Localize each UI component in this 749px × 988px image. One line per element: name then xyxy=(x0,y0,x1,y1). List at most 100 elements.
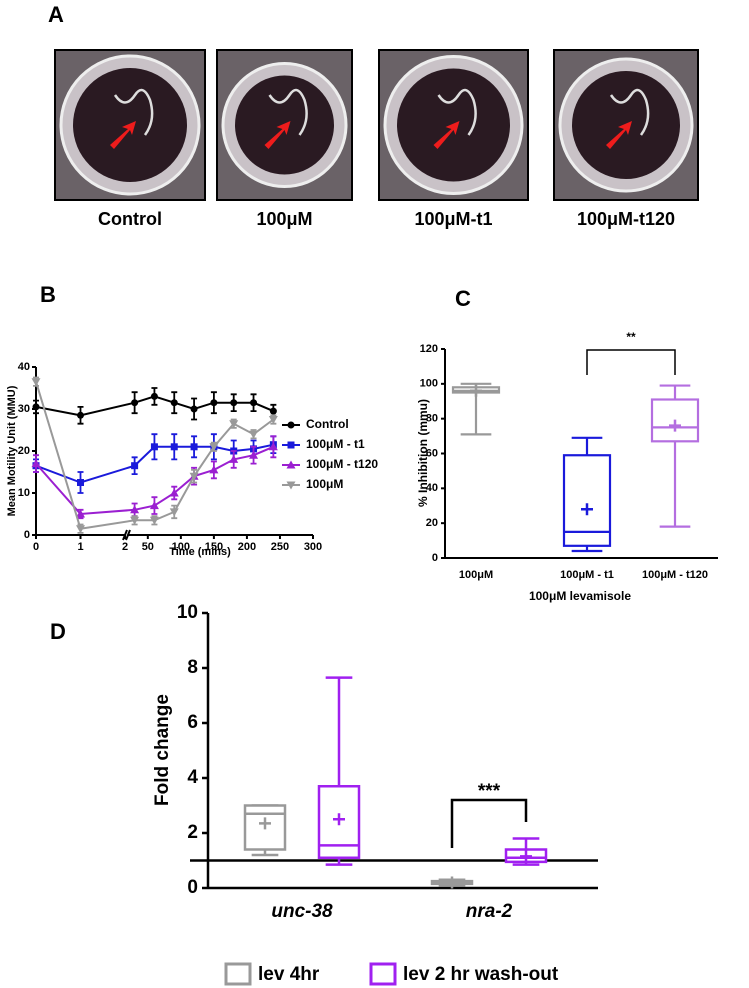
legend-label: 100μM - t1 xyxy=(306,437,365,451)
y-tick-label: 8 xyxy=(187,657,198,678)
series-line xyxy=(35,381,274,530)
x-axis-title: Time (mins) xyxy=(169,546,231,558)
upper-whisker xyxy=(325,676,353,787)
image-caption: 100μM-t120 xyxy=(577,209,675,229)
mean-marker xyxy=(259,817,271,830)
point xyxy=(76,509,85,518)
y-tick-label: 60 xyxy=(426,447,438,459)
significance-bracket xyxy=(586,349,676,375)
point xyxy=(150,443,158,451)
box xyxy=(562,454,612,547)
y-tick-label: 40 xyxy=(426,482,438,494)
point xyxy=(170,399,178,407)
point xyxy=(210,399,218,407)
mean-marker xyxy=(520,850,532,863)
point xyxy=(131,462,139,470)
lower-whisker xyxy=(659,441,691,528)
point xyxy=(76,525,85,534)
point xyxy=(77,411,84,419)
mean-marker xyxy=(333,813,345,826)
y-tick-label: 120 xyxy=(420,343,438,355)
legend-marker xyxy=(287,441,295,449)
point xyxy=(130,516,140,525)
y-axis-title: Mean Motility Unit (MMU) xyxy=(6,385,18,516)
point xyxy=(209,465,219,474)
x-tick-label: 100μM xyxy=(459,569,493,581)
x-tick-label: 100 xyxy=(172,541,190,553)
x-tick-label: nra-2 xyxy=(466,901,513,922)
axis-break xyxy=(125,529,131,541)
legend-label: Control xyxy=(306,417,349,431)
y-tick-label: 0 xyxy=(432,552,438,564)
legend-swatch xyxy=(369,962,397,986)
significance-label: ** xyxy=(626,330,636,344)
y-tick-label: 6 xyxy=(187,712,198,733)
worm xyxy=(268,88,308,136)
x-tick-label: 200 xyxy=(238,541,256,553)
point xyxy=(150,392,158,400)
significance-label: *** xyxy=(478,781,501,802)
point xyxy=(190,405,198,413)
arrow xyxy=(433,121,460,149)
x-tick-label: 100μM - t120 xyxy=(642,569,708,581)
legend-label: 100μM - t120 xyxy=(306,457,378,471)
image-caption: 100μM-t1 xyxy=(414,209,492,229)
axis-break xyxy=(122,529,128,541)
point xyxy=(149,516,159,525)
arrow xyxy=(110,121,136,149)
point xyxy=(249,430,259,439)
point xyxy=(32,403,40,411)
point xyxy=(31,378,41,387)
y-tick-label: 0 xyxy=(24,529,30,541)
point xyxy=(268,416,278,424)
x-tick-label: 300 xyxy=(304,541,322,553)
x-tick-label: 50 xyxy=(142,541,154,553)
series-line xyxy=(35,443,274,484)
legend-marker xyxy=(286,481,296,490)
legend-swatch xyxy=(224,962,252,986)
point xyxy=(229,454,239,463)
x-tick-label: unc-38 xyxy=(271,901,333,922)
y-tick-label: 20 xyxy=(18,445,30,457)
worm xyxy=(113,88,154,136)
point xyxy=(209,443,219,452)
point xyxy=(189,472,199,481)
panel-label: C xyxy=(455,286,471,311)
y-tick-label: 80 xyxy=(426,413,438,425)
point xyxy=(268,442,278,451)
panel-label: B xyxy=(40,282,56,307)
y-tick-label: 100 xyxy=(420,378,438,390)
x-axis-title: 100μM levamisole xyxy=(529,589,631,603)
x-tick-label: 250 xyxy=(271,541,289,553)
arrow xyxy=(264,121,291,149)
point xyxy=(149,501,159,510)
x-tick-label: 100μM - t1 xyxy=(560,569,614,581)
point xyxy=(249,450,259,459)
mean-marker xyxy=(470,384,482,397)
point xyxy=(170,443,178,451)
lower-whisker xyxy=(460,392,492,436)
legend-label: 100μM xyxy=(306,477,343,491)
panel-label: A xyxy=(48,2,64,27)
upper-whisker xyxy=(659,384,691,400)
y-tick-label: 2 xyxy=(187,822,198,843)
upper-whisker xyxy=(512,837,540,850)
y-axis-title: Fold change xyxy=(152,694,173,806)
mean-marker xyxy=(446,876,458,889)
point xyxy=(190,443,198,451)
worm xyxy=(437,88,477,136)
y-axis-title: % Inhibition (mmu) xyxy=(416,399,430,507)
point xyxy=(77,479,84,486)
mean-marker xyxy=(581,503,593,516)
point xyxy=(230,399,238,407)
significance-bracket xyxy=(450,798,528,848)
point xyxy=(169,488,179,497)
x-tick-label: 0 xyxy=(33,541,39,553)
point xyxy=(229,420,239,429)
series-line xyxy=(35,395,274,417)
legend-label: lev 4hr xyxy=(258,964,320,985)
image-caption: 100μM xyxy=(256,209,312,229)
y-tick-label: 30 xyxy=(18,403,30,415)
point xyxy=(169,508,179,517)
